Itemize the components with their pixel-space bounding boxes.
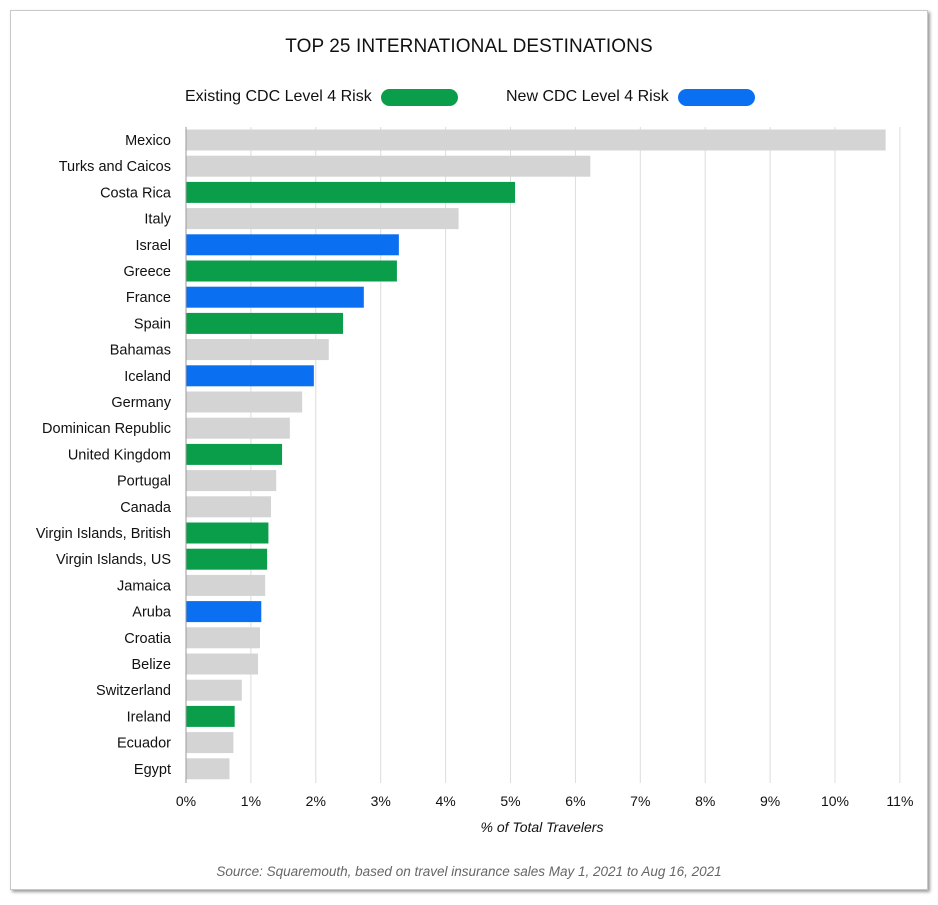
bar: [186, 129, 886, 151]
x-tick-label: 4%: [435, 793, 455, 809]
legend-label-existing: Existing CDC Level 4 Risk: [185, 88, 372, 105]
x-tick-label: 7%: [630, 793, 650, 809]
bar: [186, 679, 242, 701]
category-label: Turks and Caicos: [59, 159, 171, 175]
bar: [186, 601, 262, 623]
category-label: Dominican Republic: [42, 421, 171, 437]
bar: [186, 155, 591, 177]
category-label: France: [126, 290, 171, 306]
x-tick-label: 2%: [306, 793, 326, 809]
x-axis-label: % of Total Travelers: [481, 819, 604, 835]
source-note: Source: Squaremouth, based on travel ins…: [216, 864, 722, 879]
chart-title: TOP 25 INTERNATIONAL DESTINATIONS: [285, 36, 653, 57]
bar: [186, 548, 268, 570]
category-label: Aruba: [132, 605, 172, 621]
legend-label-new: New CDC Level 4 Risk: [506, 88, 669, 105]
category-label: Israel: [136, 238, 171, 254]
category-label: Egypt: [134, 762, 171, 778]
category-label: Greece: [123, 264, 171, 280]
category-label: Switzerland: [96, 683, 171, 699]
bar: [186, 627, 260, 649]
bar: [186, 234, 399, 256]
bar: [186, 522, 269, 544]
category-label: Costa Rica: [100, 185, 172, 201]
legend-item-existing: Existing CDC Level 4 Risk: [185, 86, 458, 108]
category-label: Ireland: [127, 709, 171, 725]
category-label: Ecuador: [117, 736, 171, 752]
x-tick-label: 9%: [760, 793, 780, 809]
bar: [186, 391, 303, 413]
bar: [186, 443, 283, 465]
bar: [186, 470, 277, 492]
legend-swatch-existing: [380, 88, 458, 106]
bar: [186, 365, 314, 387]
x-tick-label: 0%: [176, 793, 196, 809]
x-tick-label: 6%: [565, 793, 585, 809]
category-label: Canada: [120, 500, 172, 516]
bar: [186, 286, 364, 308]
category-label: Mexico: [125, 133, 171, 149]
bar: [186, 312, 344, 334]
x-tick-label: 5%: [500, 793, 520, 809]
category-label: Croatia: [124, 631, 172, 647]
bar: [186, 705, 235, 727]
bar: [186, 208, 459, 230]
category-label: Virgin Islands, US: [56, 552, 171, 568]
legend-swatch-new: [677, 88, 755, 106]
x-tick-label: 3%: [371, 793, 391, 809]
bar: [186, 496, 272, 518]
x-tick-label: 8%: [695, 793, 715, 809]
bar: [186, 260, 397, 282]
bar: [186, 653, 259, 675]
bar: [186, 758, 230, 780]
x-tick-label: 11%: [886, 793, 913, 809]
x-tick-label: 1%: [241, 793, 261, 809]
bar: [186, 181, 516, 203]
category-label: Jamaica: [117, 578, 172, 594]
category-label: Portugal: [117, 474, 171, 490]
bar: [186, 339, 329, 361]
category-label: United Kingdom: [68, 447, 171, 463]
category-label: Belize: [132, 657, 172, 673]
x-tick-label: 10%: [821, 793, 849, 809]
bar: [186, 417, 290, 439]
category-label: Bahamas: [110, 343, 171, 359]
category-label: Iceland: [124, 369, 171, 385]
category-label: Virgin Islands, British: [36, 526, 171, 542]
bar: [186, 574, 266, 596]
legend-item-new: New CDC Level 4 Risk: [506, 86, 755, 108]
category-label: Spain: [134, 316, 171, 332]
category-label: Italy: [144, 212, 171, 228]
bar: [186, 732, 234, 754]
category-label: Germany: [111, 395, 171, 411]
